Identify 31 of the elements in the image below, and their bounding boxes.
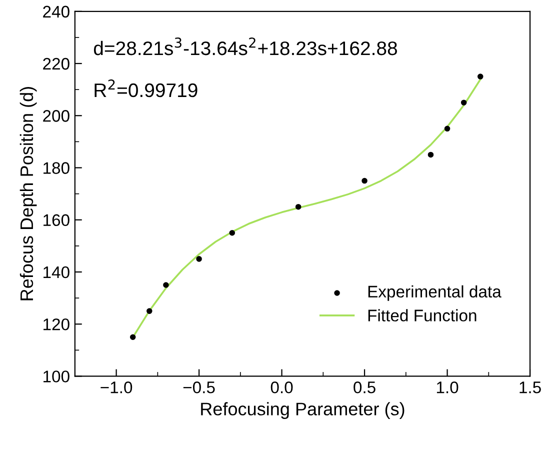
- point: [163, 282, 169, 288]
- x-tick-label: 1.0: [436, 382, 458, 394]
- y-tick-label: 180: [44, 162, 70, 174]
- x-tick-label: 0.0: [270, 382, 293, 394]
- y-tick-label: 200: [43, 110, 70, 122]
- point: [196, 256, 202, 262]
- legend-label: Fitted Function: [368, 309, 476, 322]
- point: [146, 308, 152, 314]
- point: [362, 178, 368, 184]
- x-tick-label: −1.0: [100, 382, 132, 394]
- y-tick-label: 240: [43, 6, 70, 18]
- point: [477, 74, 484, 80]
- point: [428, 152, 434, 158]
- annotation: d=28.21s$^{3}$-13.64s$^{2}$+18.23s+162.88: [94, 37, 398, 56]
- y-tick-label: 160: [44, 214, 70, 226]
- point: [460, 100, 467, 106]
- point: [444, 126, 450, 132]
- x-axis-title: Refocusing Parameter (s): [201, 402, 404, 419]
- y-tick-label: 220: [43, 58, 70, 70]
- y-tick-label: 100: [44, 370, 70, 382]
- point: [295, 204, 302, 210]
- legend-label: Experimental data: [368, 285, 502, 301]
- y-tick-label: 120: [44, 318, 70, 330]
- x-tick-label: 1.5: [520, 382, 541, 394]
- x-tick-label: 0.5: [354, 382, 376, 394]
- y-tick-label: 140: [44, 266, 70, 278]
- y-axis-title: Refocus Depth Position (d): [20, 87, 37, 300]
- x-tick-label: −0.5: [183, 382, 215, 394]
- annotation: R$^{2}$=0.99719: [94, 79, 198, 98]
- point: [229, 230, 236, 236]
- point: [130, 334, 136, 340]
